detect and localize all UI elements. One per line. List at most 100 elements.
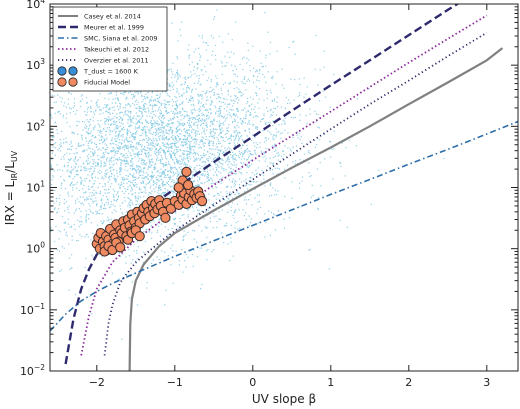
cloud-point: [129, 185, 131, 187]
cloud-point: [161, 149, 163, 151]
cloud-point: [240, 158, 243, 160]
cloud-point: [207, 109, 209, 111]
cloud-point: [130, 147, 132, 149]
cloud-point: [87, 168, 89, 170]
cloud-point: [125, 138, 127, 140]
cloud-point: [185, 166, 188, 168]
cloud-point: [123, 192, 125, 194]
cloud-point: [96, 101, 98, 103]
cloud-point: [167, 161, 170, 163]
cloud-point: [168, 101, 170, 103]
cloud-point: [80, 203, 82, 205]
cloud-point: [107, 119, 109, 121]
cloud-point: [177, 78, 179, 80]
cloud-point: [154, 104, 156, 106]
cloud-point: [187, 208, 189, 211]
cloud-point: [174, 145, 176, 147]
cloud-point: [220, 60, 223, 62]
cloud-point: [324, 96, 326, 98]
cloud-point: [154, 105, 156, 107]
cloud-point: [306, 123, 308, 125]
cloud-point: [172, 172, 175, 174]
cloud-point: [180, 169, 182, 171]
cloud-point: [173, 190, 175, 192]
cloud-point: [54, 154, 56, 156]
cloud-point: [100, 220, 102, 222]
cloud-point: [94, 151, 96, 154]
cloud-point: [230, 95, 232, 97]
cloud-point: [240, 168, 242, 170]
cloud-point: [183, 138, 185, 140]
cloud-point: [204, 133, 206, 135]
cloud-point: [166, 151, 168, 153]
cloud-point: [125, 136, 127, 139]
cloud-point: [188, 87, 190, 89]
cloud-point: [147, 152, 149, 154]
cloud-point: [122, 107, 124, 109]
cloud-point: [186, 138, 188, 140]
cloud-point: [156, 130, 158, 132]
cloud-point: [51, 179, 53, 181]
cloud-point: [292, 136, 294, 138]
cloud-point: [154, 99, 156, 102]
cloud-point: [227, 103, 229, 105]
cloud-point: [71, 132, 73, 134]
cloud-point: [226, 160, 228, 162]
cloud-point: [148, 160, 150, 162]
cloud-point: [115, 91, 118, 93]
cloud-point: [97, 149, 99, 151]
cloud-point: [229, 161, 231, 163]
cloud-point: [219, 115, 221, 117]
cloud-point: [165, 176, 167, 178]
cloud-point: [213, 249, 215, 251]
cloud-point: [179, 149, 181, 151]
cloud-point: [120, 153, 122, 155]
cloud-point: [189, 207, 191, 209]
cloud-point: [130, 143, 132, 146]
cloud-point: [184, 141, 186, 144]
cloud-point: [54, 189, 56, 191]
cloud-point: [142, 181, 144, 183]
cloud-point: [238, 99, 240, 101]
cloud-point: [120, 103, 122, 105]
cloud-point: [210, 113, 212, 115]
cloud-point: [161, 158, 163, 160]
cloud-point: [219, 124, 221, 127]
cloud-point: [92, 163, 94, 165]
cloud-point: [260, 181, 262, 183]
cloud-point: [140, 174, 142, 177]
cloud-point: [84, 266, 86, 269]
cloud-point: [207, 173, 209, 175]
cloud-point: [156, 155, 158, 157]
cloud-point: [164, 170, 166, 172]
cloud-point: [85, 167, 87, 169]
cloud-point: [55, 142, 57, 144]
cloud-point: [125, 178, 127, 180]
cloud-point: [215, 148, 217, 150]
cloud-point: [257, 116, 259, 118]
cloud-point: [187, 122, 189, 124]
cloud-point: [224, 55, 226, 57]
cloud-point: [278, 154, 280, 156]
cloud-point: [178, 167, 180, 169]
cloud-point: [76, 160, 78, 162]
cloud-point: [198, 78, 200, 80]
cloud-point: [210, 80, 212, 82]
cloud-point: [228, 161, 230, 163]
cloud-point: [57, 208, 59, 210]
cloud-point: [114, 123, 116, 125]
cloud-point: [179, 139, 181, 141]
cloud-point: [289, 102, 291, 104]
cloud-point: [243, 180, 245, 182]
cloud-point: [234, 137, 237, 139]
cloud-point: [92, 155, 94, 157]
cloud-point: [85, 221, 87, 223]
cloud-point: [314, 146, 316, 148]
cloud-point: [199, 178, 201, 180]
cloud-point: [248, 166, 250, 168]
cloud-point: [201, 247, 203, 249]
cloud-point: [167, 120, 170, 122]
cloud-point: [148, 132, 150, 134]
cloud-point: [233, 164, 236, 166]
cloud-point: [172, 194, 174, 196]
